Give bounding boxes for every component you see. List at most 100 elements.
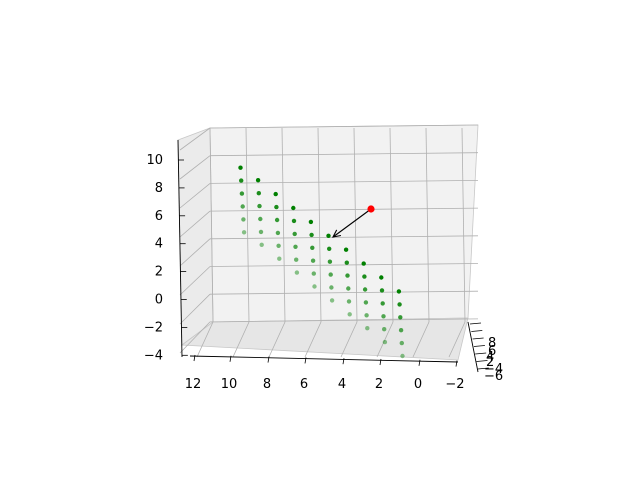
scatter-point [326, 233, 331, 238]
grid-line [376, 321, 394, 358]
grid-line [412, 321, 430, 358]
grid-line [461, 127, 466, 323]
axis-lines [177, 139, 479, 373]
scatter-point [291, 205, 296, 211]
z-tick-label: 10 [146, 153, 163, 168]
y-tick-mark [473, 345, 485, 347]
scatter-point [346, 286, 351, 291]
vector-arrow-shaft [332, 208, 372, 238]
grid-line [232, 321, 250, 358]
grid-line [209, 207, 479, 212]
x-tick-mark [455, 360, 458, 367]
scatter-point [344, 260, 349, 265]
scatter-point [382, 339, 388, 345]
scatter-point [362, 274, 367, 279]
x-tick-label: 0 [414, 377, 422, 392]
scatter-point [345, 273, 350, 278]
grid-line [209, 235, 479, 240]
vector-arrow-head [331, 229, 342, 238]
data-points [238, 165, 405, 359]
scatter-point [274, 217, 280, 223]
grid-line [389, 127, 394, 323]
y-tick-mark [475, 352, 487, 355]
axes-panes [177, 124, 479, 361]
x-tick-label: 12 [185, 377, 202, 392]
grid-line [268, 321, 286, 358]
x-tick-mark [193, 354, 196, 362]
z-tick-label: 2 [155, 265, 163, 280]
scatter-point [274, 204, 279, 210]
scatter-point [292, 231, 297, 237]
x-tick-mark [267, 356, 270, 363]
scatter-point [328, 272, 333, 277]
left-pane [177, 127, 214, 346]
grid-line [179, 210, 211, 238]
z-tick-label: 0 [155, 293, 163, 308]
y-tick-label: 6 [488, 344, 496, 359]
grid-line [179, 266, 211, 296]
z-tick-label: 4 [155, 237, 163, 252]
scatter-point [240, 204, 245, 209]
grid-line [209, 318, 479, 323]
scatter-point [294, 257, 299, 262]
scatter-point [258, 229, 264, 235]
x-tick-mark [379, 358, 382, 366]
scatter-point [241, 230, 247, 235]
grid-line [353, 127, 358, 323]
scatter-point [241, 217, 246, 222]
scatter-point [400, 353, 405, 359]
grid-line [448, 321, 466, 358]
grid-line [209, 180, 479, 184]
grid-line [179, 183, 211, 209]
scatter-point [257, 203, 262, 209]
scatter-point [291, 218, 297, 224]
grid-line [304, 321, 322, 358]
grid-line [209, 263, 479, 267]
scatter-point [294, 270, 300, 275]
z-tick-label: 6 [155, 209, 163, 224]
z-tick-label: 8 [155, 181, 163, 196]
scatter-point [380, 301, 385, 306]
scatter-point [364, 313, 369, 318]
scatter-point [311, 271, 316, 276]
x-tick-mark [304, 357, 307, 364]
overlay [331, 205, 375, 238]
highlight-point [367, 205, 375, 213]
scatter-point [310, 245, 315, 250]
y-tick-mark [469, 322, 482, 325]
scatter-point [396, 289, 402, 294]
y-tick-mark [471, 330, 483, 332]
x-axis-line [189, 355, 459, 363]
grid-line [209, 152, 479, 157]
grid-line [179, 127, 211, 151]
grid-line [179, 321, 211, 354]
scatter-point [362, 287, 368, 292]
y-tick-mark [476, 360, 488, 362]
scatter-point [239, 178, 244, 183]
grid-line [340, 321, 358, 358]
x-tick-mark [229, 355, 232, 362]
scatter-point [277, 256, 282, 261]
scatter-point [363, 300, 369, 305]
scatter-point [309, 232, 314, 238]
scatter-point [273, 191, 278, 197]
scatter-point [327, 246, 332, 251]
grid-line [209, 124, 479, 129]
y-tick-label: 2 [486, 355, 494, 370]
y-axis-line [467, 321, 479, 373]
scatter-point [379, 288, 385, 293]
grid-line [281, 127, 286, 323]
scatter-point [398, 328, 404, 333]
scatter-point [327, 259, 333, 264]
scatter-point [397, 302, 402, 307]
scatter-point [312, 284, 317, 289]
grid-line [245, 127, 250, 323]
scatter-point [276, 243, 281, 248]
y-tick-label: 4 [486, 350, 494, 365]
floor-pane [180, 317, 469, 361]
y-tick-mark [472, 337, 484, 340]
z-tick-label: −4 [144, 348, 163, 363]
scatter-point [398, 315, 403, 320]
